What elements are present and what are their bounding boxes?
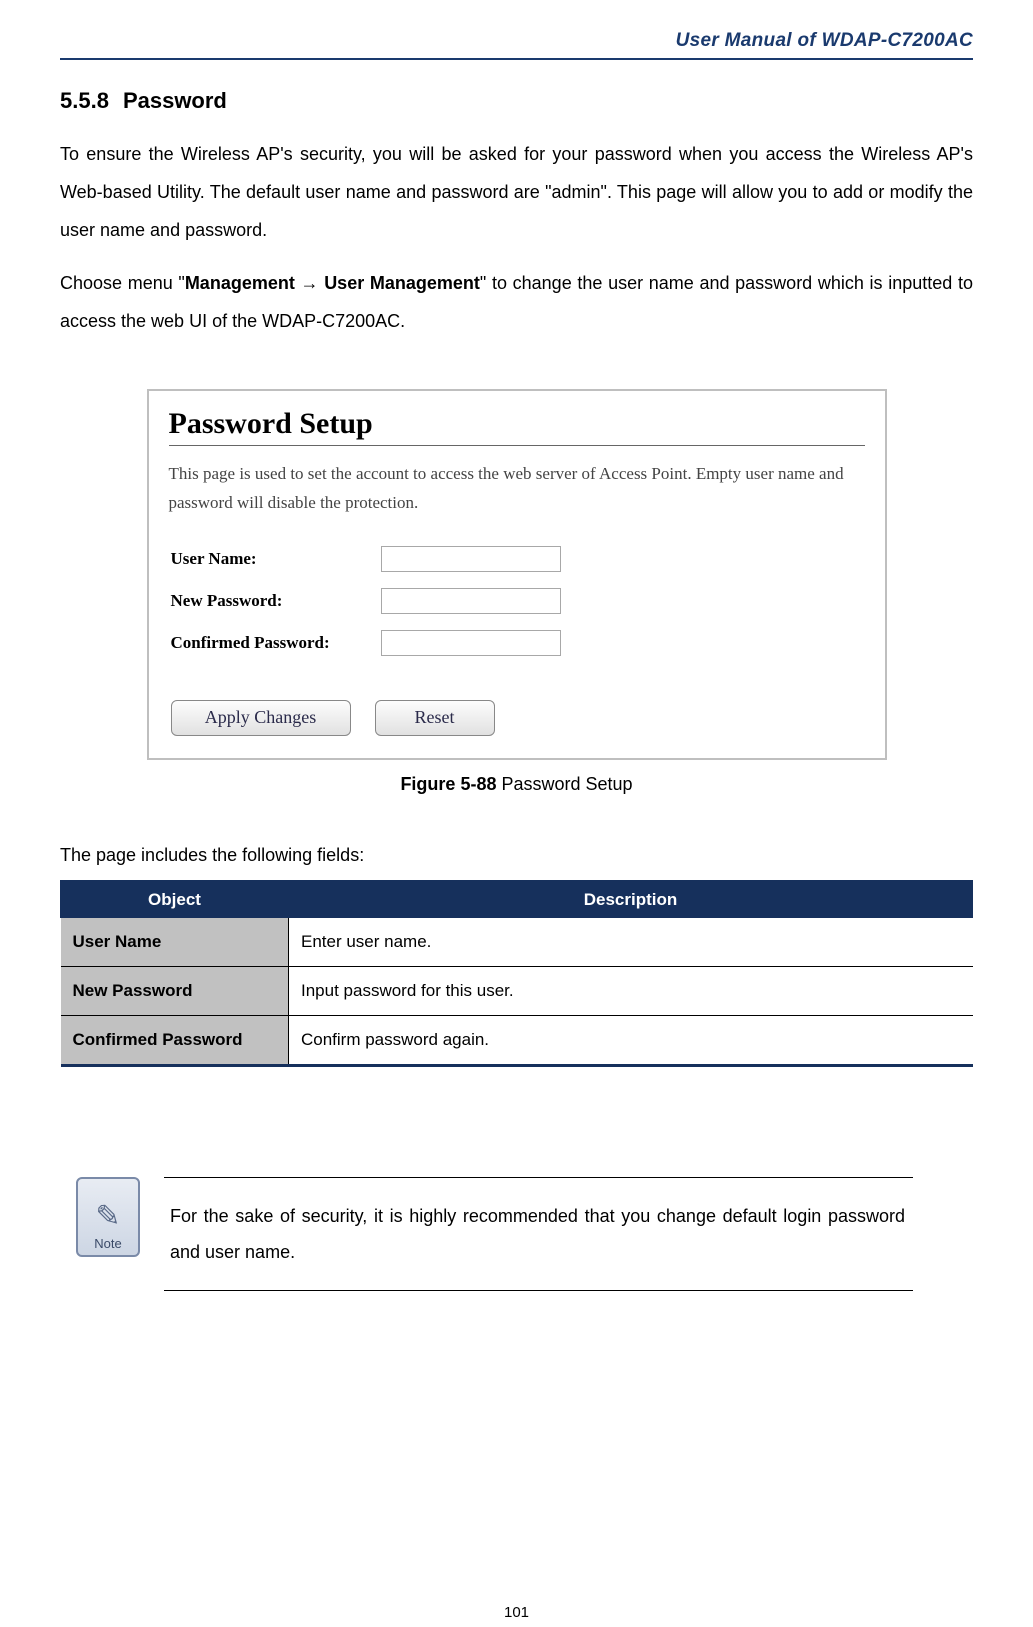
confirm-password-row: Confirmed Password: [171, 630, 865, 656]
table-cell-object: Confirmed Password [61, 1015, 289, 1065]
intro-paragraph-1: To ensure the Wireless AP's security, yo… [60, 136, 973, 249]
table-cell-description: Enter user name. [289, 917, 973, 966]
screenshot-divider [169, 445, 865, 446]
screenshot-title: Password Setup [169, 407, 865, 441]
table-row: Confirmed Password Confirm password agai… [61, 1015, 973, 1065]
table-cell-object: New Password [61, 966, 289, 1015]
figure-caption-text: Password Setup [496, 774, 632, 794]
username-row: User Name: [171, 546, 865, 572]
new-password-input[interactable] [381, 588, 561, 614]
section-heading: 5.5.8 Password [60, 88, 973, 114]
fields-intro: The page includes the following fields: [60, 845, 973, 866]
password-setup-screenshot: Password Setup This page is used to set … [147, 389, 887, 760]
header-rule [60, 58, 973, 60]
table-header-object: Object [61, 881, 289, 917]
table-row: New Password Input password for this use… [61, 966, 973, 1015]
doc-header-title: User Manual of WDAP-C7200AC [60, 30, 973, 58]
note-icon: ✎ Note [76, 1177, 146, 1291]
screenshot-description: This page is used to set the account to … [169, 460, 865, 518]
table-cell-object: User Name [61, 917, 289, 966]
confirm-password-label: Confirmed Password: [171, 633, 381, 653]
table-header-description: Description [289, 881, 973, 917]
page-number: 101 [0, 1604, 1033, 1621]
fields-table: Object Description User Name Enter user … [60, 880, 973, 1067]
username-input[interactable] [381, 546, 561, 572]
new-password-label: New Password: [171, 591, 381, 611]
section-number: 5.5.8 [60, 88, 109, 114]
note-icon-label: Note [94, 1236, 121, 1251]
reset-button[interactable]: Reset [375, 700, 495, 736]
new-password-row: New Password: [171, 588, 865, 614]
note-text: For the sake of security, it is highly r… [170, 1198, 905, 1270]
table-cell-description: Confirm password again. [289, 1015, 973, 1065]
note-block: ✎ Note For the sake of security, it is h… [76, 1177, 913, 1291]
username-label: User Name: [171, 549, 381, 569]
intro-p2-pre: Choose menu " [60, 273, 185, 293]
table-row: User Name Enter user name. [61, 917, 973, 966]
intro-paragraph-2: Choose menu "Management → User Managemen… [60, 265, 973, 341]
menu-path-2: User Management [324, 273, 480, 293]
menu-arrow-icon: → [295, 273, 324, 293]
pencil-icon: ✎ [95, 1202, 120, 1232]
figure-number: Figure 5-88 [400, 774, 496, 794]
table-cell-description: Input password for this user. [289, 966, 973, 1015]
apply-changes-button[interactable]: Apply Changes [171, 700, 351, 736]
figure-caption: Figure 5-88 Password Setup [60, 774, 973, 795]
menu-path-1: Management [185, 273, 295, 293]
section-title: Password [123, 88, 227, 113]
confirm-password-input[interactable] [381, 630, 561, 656]
